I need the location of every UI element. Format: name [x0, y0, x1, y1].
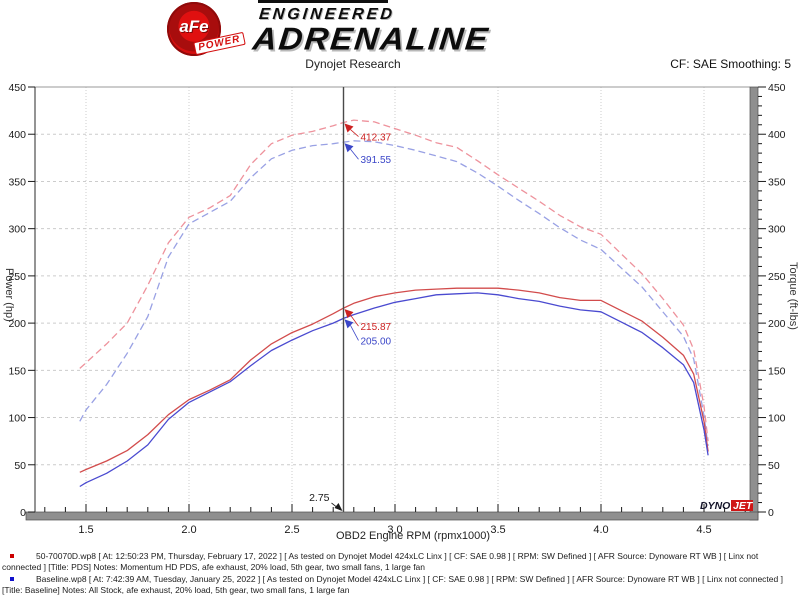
right-tick-label: 400 — [768, 129, 786, 141]
cursor-arrow — [344, 143, 354, 153]
afe-logo-text: aFe — [179, 17, 209, 36]
curve-baseline-power — [79, 292, 709, 488]
cursor-arrow-tail — [350, 325, 359, 341]
cursor-arrow-tail — [350, 148, 359, 160]
legend: 50-70070D.wp8 [ At: 12:50:23 PM, Thursda… — [0, 551, 798, 597]
dyno-chart: 0 50 100 150 200 250 300 350 400 450 0 50 100 150 200 2… — [8, 82, 786, 536]
right-tick-label: 200 — [768, 318, 786, 330]
curve-pds-power — [79, 287, 709, 473]
right-tick-label: 0 — [768, 507, 774, 519]
right-axis-bar — [749, 86, 759, 521]
cursor-value-label: 205.00 — [361, 336, 392, 347]
right-tick-label: 350 — [768, 176, 786, 188]
curve-pds-torque — [79, 119, 709, 442]
cursor-arrow — [344, 319, 354, 329]
right-tick-label: 250 — [768, 271, 786, 283]
right-tick-label: 100 — [768, 413, 786, 425]
right-tick-label: 50 — [768, 460, 780, 472]
left-tick-label: 250 — [8, 271, 26, 283]
x-tick-label: 1.5 — [78, 524, 93, 536]
legend-text-pds: 50-70070D.wp8 [ At: 12:50:23 PM, Thursda… — [2, 551, 759, 572]
legend-bullet-blue — [10, 577, 14, 581]
chart-subtitle: Dynojet Research — [305, 57, 401, 71]
smoothing-setting: CF: SAE Smoothing: 5 — [670, 57, 791, 71]
right-tick-label: 300 — [768, 224, 786, 236]
legend-entry-baseline: Baseline.wp8 [ At: 7:42:39 AM, Tuesday, … — [0, 574, 798, 595]
x-tick-label: 3.0 — [387, 524, 402, 536]
cursor-arrow — [344, 123, 354, 133]
left-tick-label: 150 — [8, 365, 26, 377]
left-tick-label: 350 — [8, 176, 26, 188]
cursor-value-label: 215.87 — [361, 322, 392, 333]
legend-bullet-red — [10, 554, 14, 558]
right-tick-label: 450 — [768, 82, 786, 94]
legend-entry-pds: 50-70070D.wp8 [ At: 12:50:23 PM, Thursda… — [0, 551, 798, 572]
left-tick-label: 100 — [8, 413, 26, 425]
cursor-value-label: 412.37 — [361, 133, 392, 144]
right-tick-label: 150 — [768, 365, 786, 377]
cursor-arrow — [344, 309, 354, 319]
left-tick-label: 300 — [8, 224, 26, 236]
cursor-rpm-arrow — [334, 503, 343, 511]
cursor-arrow-tail — [350, 129, 359, 137]
cursor-arrow-tail — [350, 314, 359, 327]
dynojet-watermark-dyno: DYNO — [700, 500, 730, 512]
cursor-rpm-label: 2.75 — [309, 492, 330, 504]
curve-baseline-torque — [79, 140, 709, 446]
x-tick-label: 4.0 — [593, 524, 608, 536]
cursor-value-label: 391.55 — [361, 155, 392, 166]
dynojet-watermark-jet: JET — [733, 500, 754, 512]
x-tick-label: 3.5 — [490, 524, 505, 536]
x-tick-label: 4.5 — [696, 524, 711, 536]
bottom-axis-bar — [25, 511, 759, 521]
logo-top-rule — [258, 0, 388, 3]
left-tick-label: 400 — [8, 129, 26, 141]
legend-text-baseline: Baseline.wp8 [ At: 7:42:39 AM, Tuesday, … — [2, 574, 783, 595]
left-axis-title: Power (hp) — [3, 268, 15, 322]
brand-adrenaline: ADRENALINE — [251, 20, 492, 57]
left-tick-label: 200 — [8, 318, 26, 330]
left-tick-label: 450 — [8, 82, 26, 94]
x-tick-label: 2.5 — [284, 524, 299, 536]
left-tick-label: 0 — [20, 507, 26, 519]
right-axis-title: Torque (ft-lbs) — [787, 262, 799, 330]
x-axis-title: OBD2 Engine RPM (rpmx1000) — [336, 530, 491, 542]
x-tick-label: 2.0 — [181, 524, 196, 536]
left-tick-label: 50 — [14, 460, 26, 472]
dynojet-watermark-box — [731, 500, 753, 511]
